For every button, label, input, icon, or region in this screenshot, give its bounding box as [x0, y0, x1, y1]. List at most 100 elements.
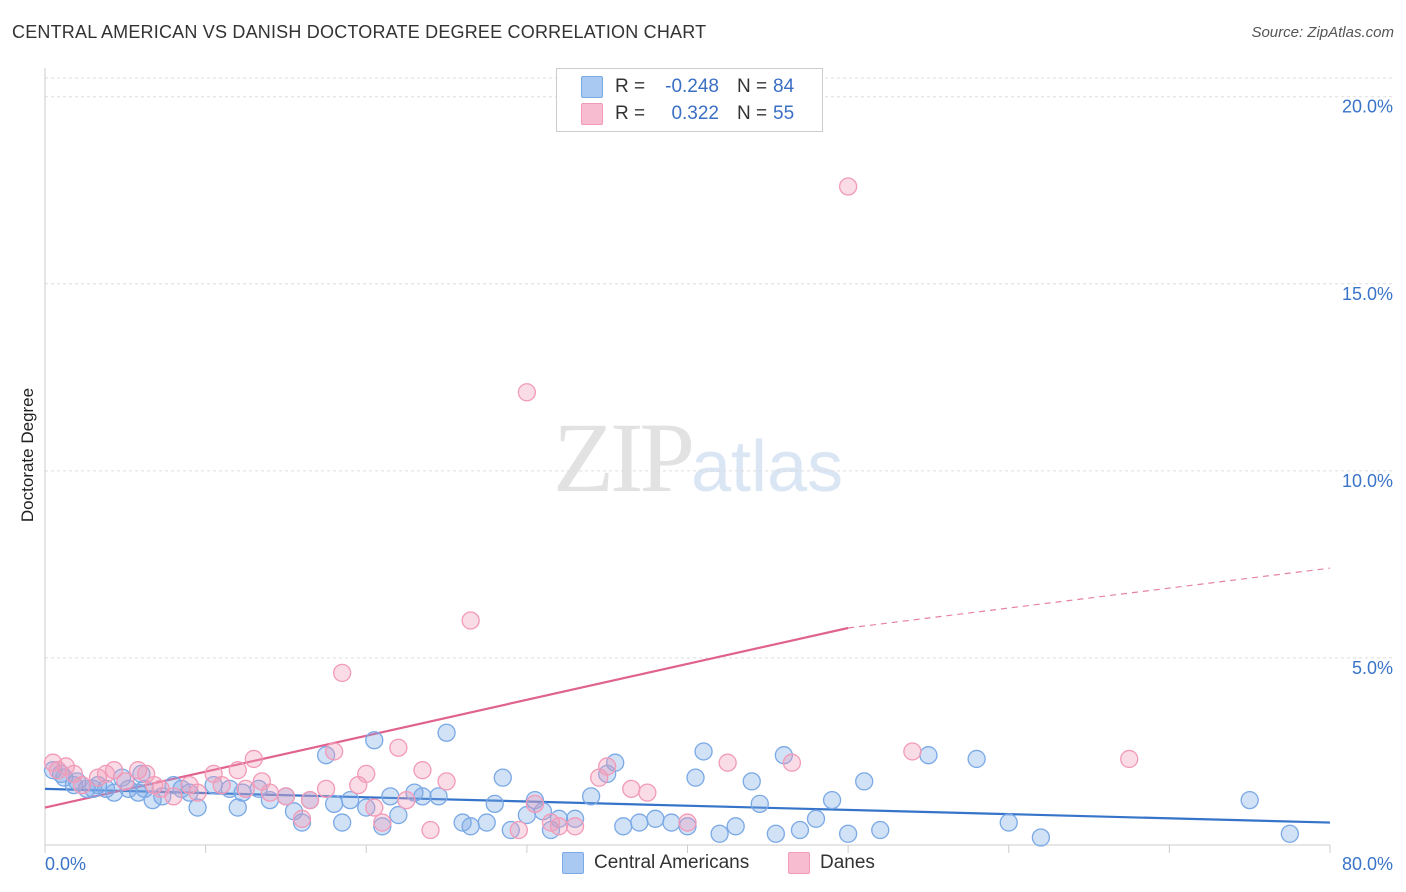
- danes-trend-extension: [848, 567, 1331, 629]
- danes-point: [461, 611, 480, 630]
- danes-point: [333, 663, 352, 683]
- grid-lines: [45, 77, 1392, 659]
- central-american-point: [646, 809, 665, 828]
- danes-point: [509, 820, 528, 840]
- danes-point: [228, 761, 247, 780]
- danes-point: [357, 764, 376, 784]
- legend-n-label: N =: [737, 103, 768, 124]
- central-american-point: [790, 820, 810, 840]
- bottom-legend-label: Central Americans: [594, 852, 750, 873]
- danes-point: [678, 813, 697, 832]
- central-american-trend-line: [44, 787, 1331, 824]
- central-american-point: [413, 787, 432, 806]
- x-tick-label: 80.0%: [1342, 854, 1393, 874]
- central-american-point: [437, 723, 456, 742]
- y-tick-label: 20.0%: [1342, 97, 1393, 117]
- chart-title: CENTRAL AMERICAN VS DANISH DOCTORATE DEG…: [12, 22, 707, 42]
- central-american-point: [461, 817, 480, 836]
- central-american-point: [493, 768, 512, 787]
- central-american-point: [477, 813, 496, 832]
- source-credit: Source: ZipAtlas.com: [1251, 24, 1394, 41]
- central-american-point: [855, 772, 874, 791]
- danes-point: [413, 761, 432, 780]
- x-tick-label: 0.0%: [45, 854, 86, 874]
- correlation-legend: R = -0.248 N = 84 R = 0.322 N = 55: [556, 68, 823, 132]
- danes-point: [260, 783, 280, 802]
- danes-point: [598, 757, 617, 776]
- danes-point: [300, 790, 320, 810]
- danes-point: [397, 790, 416, 810]
- central-american-point: [1240, 790, 1259, 810]
- danes-point: [244, 749, 263, 769]
- central-american-point: [485, 794, 504, 813]
- danes-point: [389, 738, 408, 757]
- legend-swatch-central-americans: [581, 76, 603, 98]
- central-american-point: [581, 787, 601, 806]
- bottom-legend-label: Danes: [820, 852, 875, 873]
- central-american-point: [365, 731, 384, 750]
- bottom-legend-swatch-central-americans: [562, 852, 584, 874]
- central-american-point: [84, 779, 103, 799]
- central-american-point: [324, 794, 344, 813]
- danes-point: [517, 383, 537, 402]
- danes-point: [622, 779, 641, 799]
- central-american-point: [1280, 824, 1299, 843]
- danes-point: [316, 779, 336, 799]
- legend-r-label: R =: [615, 76, 646, 97]
- data-points: [43, 177, 1299, 847]
- danes-point: [525, 794, 545, 813]
- central-american-point: [429, 787, 448, 806]
- danes-point: [565, 817, 585, 836]
- danes-point: [365, 798, 384, 817]
- danes-point: [164, 787, 183, 806]
- central-american-point: [838, 824, 858, 843]
- danes-point: [236, 779, 255, 799]
- danes-trend-line: [44, 626, 849, 809]
- y-tick-label: 10.0%: [1342, 471, 1393, 491]
- danes-point: [549, 817, 569, 836]
- legend-n-label: N =: [737, 76, 768, 97]
- central-american-point: [710, 824, 729, 843]
- central-american-point: [614, 817, 633, 836]
- danes-point: [104, 761, 124, 780]
- central-american-point: [333, 813, 352, 832]
- axes: [44, 68, 1331, 853]
- central-american-point: [104, 783, 124, 802]
- danes-point: [638, 783, 657, 802]
- central-american-point: [188, 798, 207, 817]
- central-american-point: [662, 813, 681, 832]
- danes-point: [373, 813, 392, 832]
- legend-r-value: -0.248: [665, 76, 719, 97]
- trend-lines: [44, 567, 1331, 824]
- central-american-point: [822, 790, 842, 810]
- watermark-atlas: atlas: [691, 427, 844, 507]
- legend-r-label: R =: [615, 103, 646, 124]
- central-american-point: [726, 817, 745, 836]
- central-american-point: [686, 768, 705, 787]
- central-american-point: [389, 805, 408, 825]
- central-american-point: [1031, 828, 1051, 847]
- danes-point: [276, 787, 296, 806]
- danes-point: [324, 742, 344, 761]
- danes-point: [212, 775, 231, 795]
- central-american-point: [999, 813, 1018, 832]
- central-american-point: [742, 772, 761, 791]
- legend-row-central-americans: R = -0.248 N = 84: [581, 74, 794, 100]
- tick-labels: 5.0% 10.0% 15.0% 20.0% 0.0% 80.0%: [45, 97, 1393, 874]
- danes-point: [782, 753, 802, 772]
- legend-r-value: 0.322: [671, 103, 719, 124]
- central-american-point: [694, 742, 713, 761]
- central-american-point: [630, 813, 649, 832]
- danes-point: [116, 772, 135, 791]
- central-american-point: [967, 749, 986, 769]
- legend-n-value: 84: [773, 76, 795, 97]
- central-american-point: [919, 746, 938, 765]
- danes-point: [838, 177, 858, 196]
- y-tick-label: 5.0%: [1352, 658, 1393, 678]
- danes-point: [437, 772, 456, 791]
- central-american-point: [565, 809, 585, 828]
- legend-row-danes: R = 0.322 N = 55: [581, 101, 794, 127]
- watermark-zip: ZIP: [553, 402, 695, 513]
- bottom-legend-swatch-danes: [788, 852, 810, 874]
